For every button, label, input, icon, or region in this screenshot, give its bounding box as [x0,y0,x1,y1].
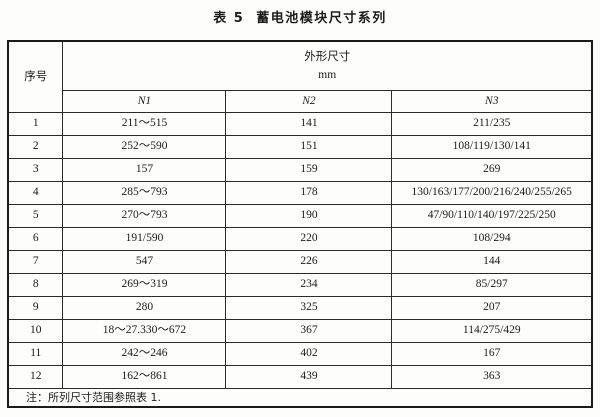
table-row: 11 242～246 402 167 [7,342,593,366]
table-body: 1 211～515 141 211/235 2 252～590 151 108/… [7,112,593,408]
row-serial: 9 [7,296,64,320]
cell-n1: 270～793 [62,204,227,228]
cell-n3: 108/119/130/141 [391,135,593,159]
cell-n2: 325 [225,296,393,320]
cell-n3: 167 [391,342,593,366]
note-row: 注：所列尺寸范围参照表 1. [7,388,593,408]
table-note: 注：所列尺寸范围参照表 1. [7,388,593,408]
table-title: 表 5 蓄电池模块尺寸系列 [213,11,387,26]
cell-n3: 114/275/429 [391,319,593,343]
row-serial: 5 [7,204,64,228]
cell-n1: 211～515 [62,112,227,136]
row-serial: 8 [7,273,64,297]
row-serial: 12 [7,365,64,389]
cell-n2: 141 [225,112,393,136]
cell-n2: 220 [225,227,393,251]
table-row: 1 211～515 141 211/235 [7,112,593,136]
table-row: 9 280 325 207 [7,296,593,320]
column-header-n3: N3 [391,90,593,113]
table-row: 6 191/590 220 108/294 [7,227,593,251]
cell-n1: 269～319 [62,273,227,297]
cell-n2: 151 [225,135,393,159]
cell-n3: 363 [391,365,593,389]
cell-n3: 85/297 [391,273,593,297]
outline-dimensions-label: 外形尺寸 [304,49,351,63]
dimension-table: 序号 外形尺寸 mm N1 N2 N3 1 211～515 141 211/23… [6,40,593,408]
table-row: 8 269～319 234 85/297 [7,273,593,297]
table-row: 4 285～793 178 130/163/177/200/216/240/25… [7,181,593,205]
table-row: 10 18～27.330～672 367 114/275/429 [7,319,593,343]
cell-n1: 162～861 [62,365,227,389]
serial-column-header: 序号 [7,40,64,113]
cell-n2: 367 [225,319,393,343]
cell-n2: 178 [225,181,393,205]
cell-n3: 108/294 [391,227,593,251]
header-row-n: N1 N2 N3 [8,90,593,113]
table-row: 7 547 226 144 [7,250,593,274]
row-serial: 3 [7,158,64,182]
cell-n1: 242～246 [62,342,227,366]
cell-n2: 226 [225,250,393,274]
table-row: 3 157 159 269 [7,158,593,182]
cell-n1: 252～590 [62,135,227,159]
row-serial: 7 [7,250,64,274]
table-row: 5 270～793 190 47/90/110/140/197/225/250 [7,204,593,228]
cell-n1: 285～793 [62,181,227,205]
cell-n2: 190 [225,204,393,228]
column-header-n2: N2 [225,90,393,113]
column-header-n1: N1 [62,90,227,113]
cell-n1: 280 [62,296,227,320]
cell-n3: 47/90/110/140/197/225/250 [391,204,593,228]
row-serial: 2 [7,135,64,159]
cell-n1: 191/590 [62,227,227,251]
cell-n3: 144 [391,250,593,274]
row-serial: 6 [7,227,64,251]
cell-n2: 402 [225,342,393,366]
header-row-group: 序号 外形尺寸 mm [7,40,593,113]
table-header: 序号 外形尺寸 mm N1 N2 N3 [7,40,593,113]
row-serial: 10 [7,319,64,343]
cell-n3: 211/235 [391,112,593,136]
row-serial: 4 [7,181,64,205]
cell-n1: 18～27.330～672 [62,319,227,343]
unit-label: mm [318,68,337,81]
row-serial: 11 [7,342,64,366]
cell-n3: 269 [391,158,593,182]
cell-n1: 547 [62,250,227,274]
table-row: 2 252～590 151 108/119/130/141 [7,135,593,159]
cell-n1: 157 [62,158,227,182]
cell-n2: 234 [225,273,393,297]
cell-n3: 207 [391,296,593,320]
cell-n2: 159 [225,158,393,182]
cell-n3: 130/163/177/200/216/240/255/265 [391,181,593,205]
row-serial: 1 [7,112,64,136]
outline-dimensions-header: 外形尺寸 mm [62,40,593,91]
cell-n2: 439 [225,365,393,389]
table-row: 12 162～861 439 363 [7,365,593,389]
